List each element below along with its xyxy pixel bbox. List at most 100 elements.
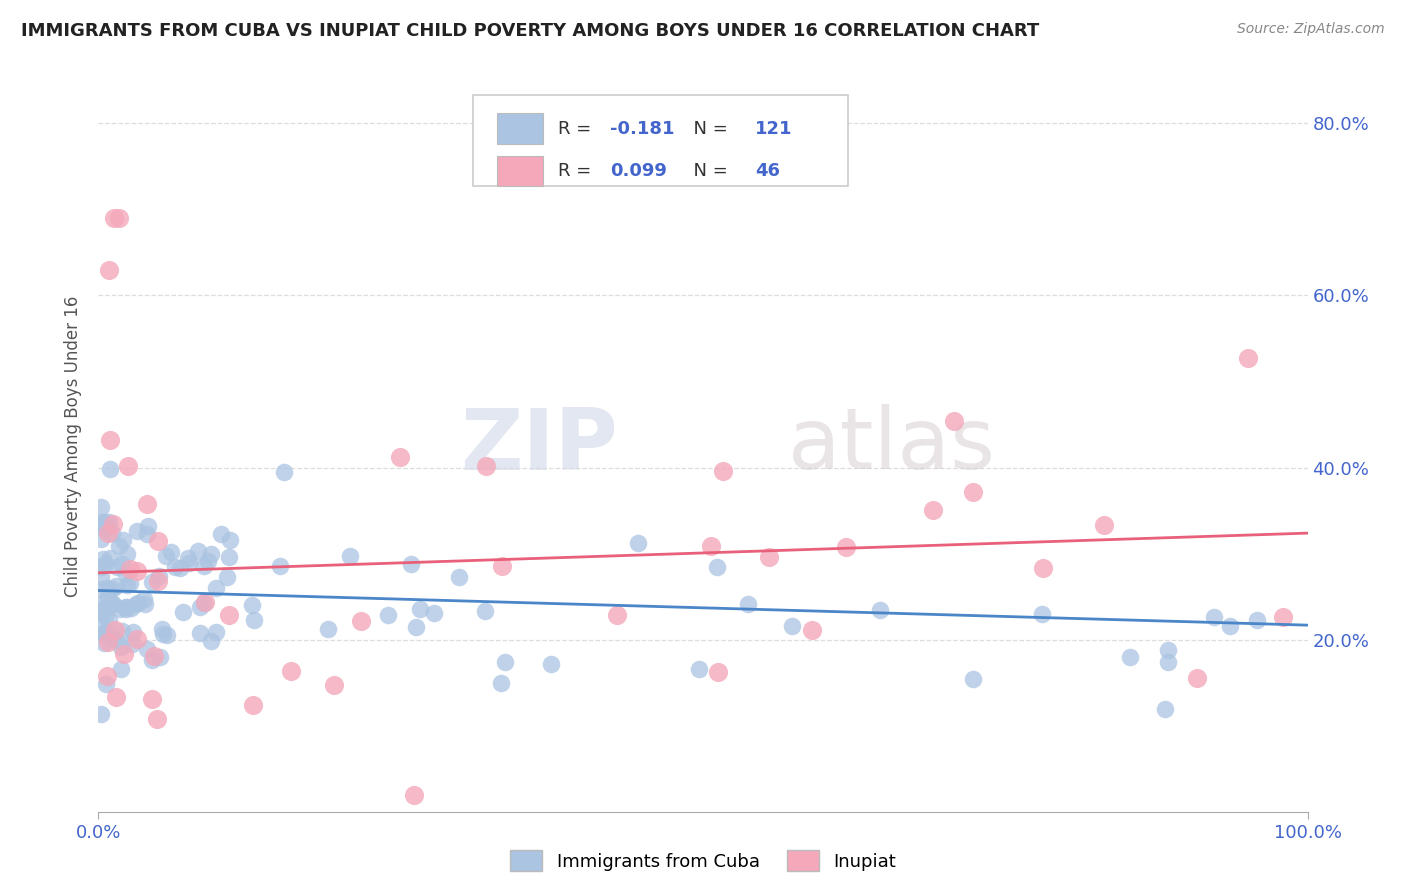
Point — [606, 607, 628, 622]
Point — [97, 629, 120, 643]
Point — [91, 605, 114, 619]
Point — [146, 574, 169, 588]
Text: ZIP: ZIP — [461, 404, 619, 488]
Point — [111, 558, 134, 572]
Point — [122, 625, 145, 640]
Text: -0.181: -0.181 — [610, 120, 675, 138]
Point — [160, 545, 183, 559]
Point — [90, 516, 112, 530]
Point — [115, 601, 138, 615]
Point — [98, 582, 121, 597]
Point — [1272, 609, 1295, 624]
Point — [869, 603, 891, 617]
Point — [141, 692, 163, 706]
Point — [103, 598, 125, 612]
Point — [93, 595, 115, 609]
Point — [273, 465, 295, 479]
Point — [146, 712, 169, 726]
Text: 0.099: 0.099 — [610, 162, 666, 180]
Point — [114, 566, 136, 581]
Point — [179, 556, 201, 570]
Point — [110, 662, 132, 676]
Point — [125, 524, 148, 538]
Point — [97, 613, 120, 627]
Text: 46: 46 — [755, 162, 780, 180]
Point — [148, 569, 170, 583]
Point — [97, 591, 120, 606]
Point — [193, 559, 215, 574]
Point — [706, 559, 728, 574]
Point — [205, 624, 228, 639]
Point — [688, 662, 710, 676]
Point — [1157, 655, 1180, 669]
Point — [112, 533, 135, 547]
Point — [165, 560, 187, 574]
Point — [112, 647, 135, 661]
Point — [835, 540, 858, 554]
Point — [187, 543, 209, 558]
Point — [90, 500, 112, 515]
Point — [491, 559, 513, 574]
Point — [155, 549, 177, 564]
Point — [127, 632, 149, 647]
Point — [409, 602, 432, 616]
Point — [447, 570, 470, 584]
Point — [494, 656, 516, 670]
Point — [280, 664, 302, 678]
Point — [96, 669, 118, 683]
Point — [1154, 702, 1177, 716]
Point — [90, 582, 112, 596]
Point — [219, 533, 242, 547]
Point — [124, 597, 146, 611]
Point — [93, 515, 115, 529]
Point — [399, 557, 422, 571]
Point — [489, 676, 512, 690]
Point — [94, 608, 117, 623]
Point — [177, 550, 200, 565]
Point — [146, 533, 169, 548]
Point — [97, 526, 120, 541]
Point — [962, 484, 984, 499]
Point — [125, 564, 148, 578]
Point — [104, 690, 127, 704]
Text: IMMIGRANTS FROM CUBA VS INUPIAT CHILD POVERTY AMONG BOYS UNDER 16 CORRELATION CH: IMMIGRANTS FROM CUBA VS INUPIAT CHILD PO… — [21, 22, 1039, 40]
Point — [98, 515, 121, 529]
Point — [115, 547, 138, 561]
Point — [1031, 607, 1053, 621]
Text: Source: ZipAtlas.com: Source: ZipAtlas.com — [1237, 22, 1385, 37]
Point — [149, 650, 172, 665]
Point — [1246, 613, 1268, 627]
Point — [218, 608, 240, 623]
Point — [93, 626, 115, 640]
Point — [110, 640, 132, 655]
Point — [1219, 618, 1241, 632]
Point — [150, 622, 173, 636]
Point — [152, 626, 174, 640]
Point — [96, 581, 118, 595]
Point — [700, 539, 723, 553]
Point — [218, 550, 240, 565]
Point — [98, 461, 121, 475]
Point — [98, 551, 121, 566]
Point — [316, 622, 339, 636]
Point — [475, 458, 498, 473]
Point — [188, 626, 211, 640]
Point — [388, 450, 411, 465]
Point — [97, 635, 120, 649]
Point — [402, 788, 425, 802]
Point — [1119, 650, 1142, 665]
Point — [1204, 610, 1226, 624]
Point — [205, 581, 228, 595]
Point — [172, 606, 194, 620]
Point — [405, 620, 427, 634]
Point — [93, 521, 115, 535]
Point — [120, 561, 142, 575]
Point — [98, 262, 121, 277]
Point — [1157, 642, 1180, 657]
Point — [801, 624, 824, 638]
Text: R =: R = — [558, 120, 598, 138]
Point — [155, 628, 177, 642]
Point — [120, 600, 142, 615]
Point — [134, 597, 156, 611]
Point — [91, 601, 114, 615]
